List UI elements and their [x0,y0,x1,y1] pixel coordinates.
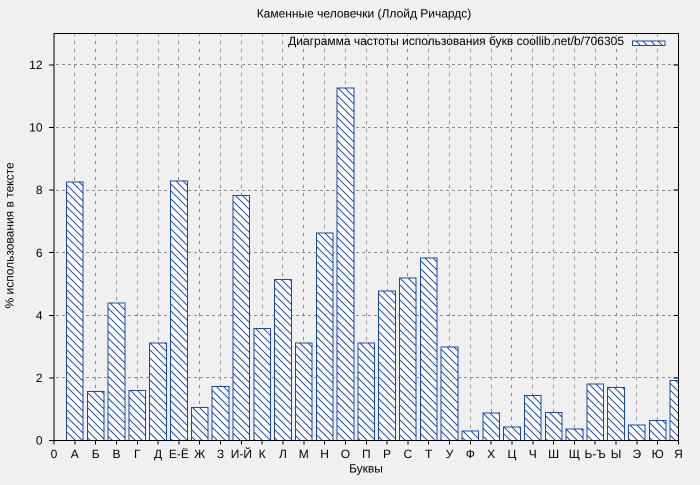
svg-text:Р: Р [383,447,391,461]
svg-text:Д: Д [154,447,162,461]
svg-text:Ы: Ы [611,447,622,461]
svg-text:0: 0 [36,434,43,448]
svg-text:А: А [71,447,79,461]
svg-text:И-Й: И-Й [231,447,252,461]
svg-text:Ц: Ц [508,447,517,461]
svg-text:Ф: Ф [466,447,475,461]
svg-text:Х: Х [487,447,495,461]
svg-text:З: З [217,447,224,461]
svg-text:8: 8 [36,183,43,197]
svg-text:Буквы: Буквы [349,462,383,476]
svg-text:С: С [404,447,413,461]
svg-text:Э: Э [633,447,642,461]
svg-text:Ч: Ч [529,447,537,461]
svg-text:В: В [112,447,120,461]
svg-text:У: У [446,447,454,461]
svg-text:М: М [299,447,309,461]
svg-text:% использования в тексте: % использования в тексте [3,162,17,308]
svg-text:Б: Б [92,447,100,461]
svg-text:Ю: Ю [652,447,664,461]
svg-text:О: О [341,447,350,461]
svg-text:Ь-Ъ: Ь-Ъ [585,447,606,461]
svg-text:Т: Т [425,447,433,461]
svg-text:Ш: Ш [548,447,559,461]
svg-text:0: 0 [51,447,58,461]
svg-text:4: 4 [36,309,43,323]
svg-text:Ж: Ж [194,447,205,461]
svg-text:Диаграмма частоты использовани: Диаграмма частоты использования букв coo… [288,34,624,48]
svg-text:12: 12 [29,58,43,72]
svg-text:К: К [259,447,266,461]
svg-text:Щ: Щ [569,447,580,461]
svg-text:Я: Я [674,447,683,461]
svg-text:10: 10 [29,121,43,135]
svg-text:Л: Л [279,447,287,461]
svg-text:Г: Г [134,447,141,461]
svg-text:2: 2 [36,371,43,385]
svg-text:Каменные человечки (Ллойд Рича: Каменные человечки (Ллойд Ричардс) [257,7,472,21]
svg-text:Н: Н [320,447,329,461]
svg-text:Е-Ё: Е-Ё [169,447,189,461]
svg-text:6: 6 [36,246,43,260]
svg-text:П: П [362,447,371,461]
